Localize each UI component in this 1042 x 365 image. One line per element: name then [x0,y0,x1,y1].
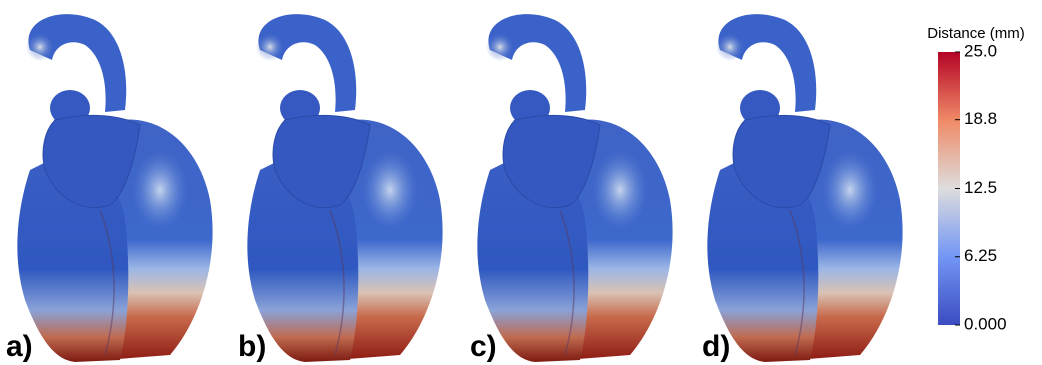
heart-render [706,13,904,363]
tick-label: 18.8 [964,109,997,128]
heart-render [476,13,674,363]
tick-label: 25.0 [964,41,997,60]
tick-label: 12.5 [964,178,997,197]
heart-render [246,13,444,363]
colorbar [938,52,960,325]
panel-label: d) [702,330,730,363]
panel-label: b) [238,330,266,363]
heart-render [16,13,214,363]
tick-label: 6.25 [964,246,997,265]
panel-label: a) [6,330,33,363]
panel-label: c) [470,330,497,363]
colorbar-title: Distance (mm) [927,25,1025,42]
tick-label: 0.000 [964,314,1007,333]
